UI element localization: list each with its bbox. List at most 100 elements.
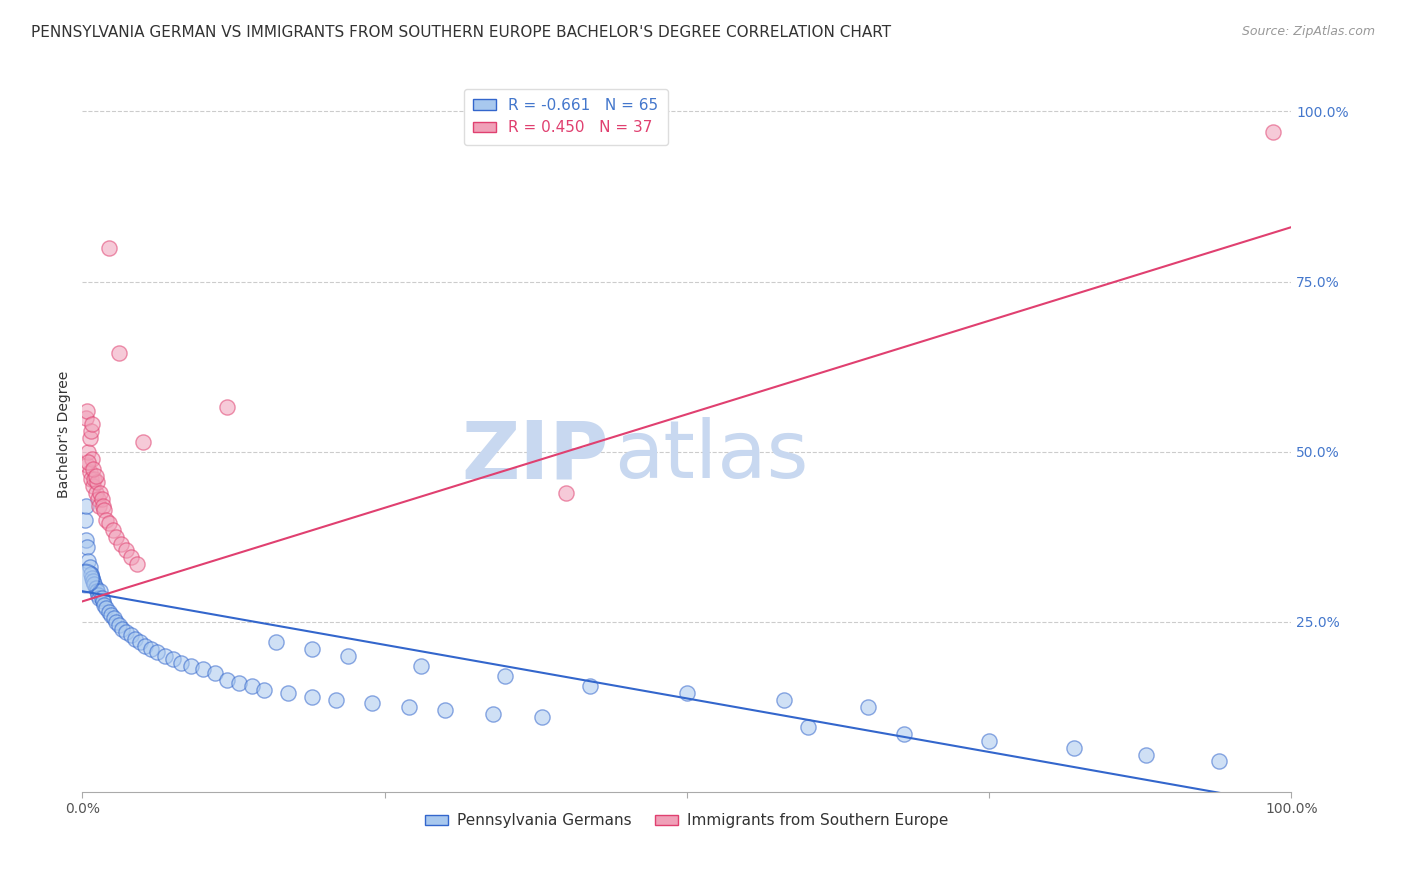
Point: [77, 444, 100, 458]
Legend: Pennsylvania Germans, Immigrants from Southern Europe: Pennsylvania Germans, Immigrants from So…: [419, 807, 955, 834]
Point: [277, 686, 299, 700]
Point: [96, 601, 118, 615]
Point: [73, 513, 96, 527]
Point: [86, 584, 108, 599]
Point: [76, 458, 98, 473]
Point: [554, 485, 576, 500]
Point: [228, 676, 250, 690]
Point: [1263, 125, 1285, 139]
Point: [91, 499, 114, 513]
Point: [83, 472, 105, 486]
Point: [114, 625, 136, 640]
Text: ZIP: ZIP: [461, 417, 609, 495]
Point: [77, 455, 100, 469]
Point: [89, 499, 111, 513]
Point: [301, 642, 323, 657]
Point: [75, 533, 97, 548]
Point: [129, 635, 152, 649]
Point: [301, 690, 323, 704]
Point: [579, 680, 602, 694]
Point: [124, 632, 146, 646]
Point: [409, 659, 432, 673]
Point: [89, 591, 111, 605]
Point: [134, 639, 156, 653]
Point: [84, 468, 107, 483]
Point: [325, 693, 347, 707]
Point: [82, 574, 104, 588]
Point: [77, 553, 100, 567]
Point: [90, 492, 112, 507]
Point: [264, 635, 287, 649]
Point: [89, 485, 111, 500]
Point: [87, 588, 110, 602]
Point: [93, 598, 115, 612]
Point: [80, 571, 103, 585]
Point: [87, 492, 110, 507]
Point: [434, 703, 457, 717]
Point: [217, 401, 239, 415]
Point: [80, 417, 103, 432]
Point: [97, 516, 120, 531]
Point: [856, 699, 879, 714]
Point: [977, 734, 1000, 748]
Point: [398, 699, 420, 714]
Point: [80, 451, 103, 466]
Point: [103, 611, 125, 625]
Point: [772, 693, 794, 707]
Point: [80, 472, 103, 486]
Point: [110, 536, 132, 550]
Point: [75, 410, 97, 425]
Point: [107, 346, 129, 360]
Point: [796, 720, 818, 734]
Point: [893, 727, 915, 741]
Point: [204, 665, 226, 680]
Point: [162, 652, 184, 666]
Point: [73, 571, 96, 585]
Point: [132, 434, 155, 449]
Point: [82, 479, 104, 493]
Point: [100, 607, 122, 622]
Point: [111, 622, 134, 636]
Point: [82, 461, 104, 475]
Point: [80, 425, 103, 439]
Text: atlas: atlas: [614, 417, 808, 495]
Point: [76, 540, 98, 554]
Point: [193, 663, 215, 677]
Point: [170, 656, 193, 670]
Point: [1135, 747, 1157, 762]
Point: [89, 584, 111, 599]
Point: [530, 710, 553, 724]
Point: [93, 502, 115, 516]
Point: [141, 642, 163, 657]
Point: [79, 560, 101, 574]
Point: [240, 680, 263, 694]
Point: [105, 530, 128, 544]
Point: [120, 550, 142, 565]
Point: [107, 618, 129, 632]
Point: [86, 475, 108, 490]
Point: [80, 567, 103, 582]
Point: [482, 706, 505, 721]
Point: [675, 686, 697, 700]
Point: [84, 485, 107, 500]
Point: [1208, 755, 1230, 769]
Point: [153, 648, 176, 663]
Point: [83, 577, 105, 591]
Point: [84, 581, 107, 595]
Point: [361, 697, 384, 711]
Point: [146, 645, 169, 659]
Y-axis label: Bachelor's Degree: Bachelor's Degree: [58, 371, 72, 499]
Point: [90, 591, 112, 605]
Point: [114, 543, 136, 558]
Point: [125, 557, 148, 571]
Point: [79, 465, 101, 479]
Point: [217, 673, 239, 687]
Point: [180, 659, 202, 673]
Point: [75, 499, 97, 513]
Point: [1063, 740, 1085, 755]
Point: [97, 605, 120, 619]
Point: [96, 513, 118, 527]
Point: [97, 241, 120, 255]
Point: [253, 682, 276, 697]
Point: [79, 431, 101, 445]
